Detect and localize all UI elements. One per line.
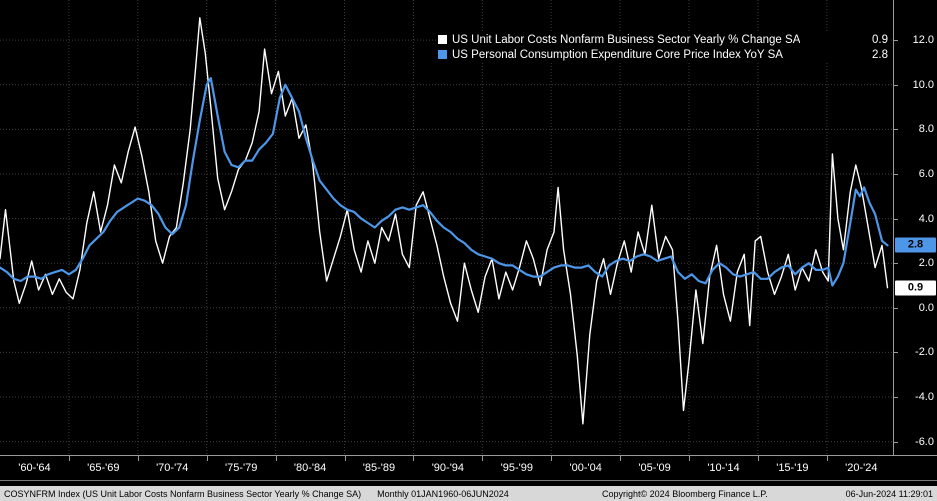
x-axis-tick	[413, 456, 415, 461]
x-axis-label: '15-'19	[776, 462, 809, 474]
y-axis-label: 12.0	[912, 34, 934, 47]
x-axis-label: '65-'69	[87, 462, 120, 474]
x-axis-label: '00-'04	[569, 462, 602, 474]
status-bar: COSYNFRM Index (US Unit Labor Costs Nonf…	[0, 486, 937, 501]
x-axis-label: '95-'99	[500, 462, 533, 474]
y-axis-label: 2.0	[918, 257, 934, 270]
y-axis-label: -6.0	[915, 435, 934, 448]
pce-legend-value: 2.8	[872, 48, 888, 61]
x-axis-tick	[826, 456, 828, 461]
y-axis-tick	[894, 84, 898, 86]
x-axis-label: '05-'09	[638, 462, 671, 474]
y-axis-tick	[894, 441, 898, 443]
x-axis-tick	[757, 456, 759, 461]
y-axis-label: 6.0	[918, 167, 934, 180]
x-axis-label: '75-'79	[224, 462, 258, 474]
y-axis-tick	[894, 173, 898, 175]
x-axis-tick	[551, 456, 553, 461]
y-axis-label: 4.0	[918, 212, 934, 225]
x-axis-tick	[482, 456, 484, 461]
y-axis-tick	[894, 40, 898, 42]
y-axis-label: -2.0	[915, 346, 934, 359]
pce-last-value-badge: 2.8	[895, 237, 936, 253]
chart-plot-area[interactable]	[0, 0, 893, 455]
pce-series-swatch-icon	[438, 50, 447, 59]
status-datetime: 06-Jun-2024 11:29:01	[845, 488, 933, 499]
y-axis-tick	[894, 263, 898, 265]
y-axis-tick	[894, 218, 898, 220]
x-axis-tick	[206, 456, 208, 461]
y-axis-tick	[894, 129, 898, 131]
y-axis-tick	[894, 397, 898, 398]
y-axis: 12.0 10.0 8.0 6.0 4.0 2.0 0.0 -2.0 -4.0 -6.0 2.8 0.…	[893, 0, 937, 455]
legend-row-ulc[interactable]: US Unit Labor Costs Nonfarm Business Sec…	[438, 32, 888, 47]
y-axis-tick	[894, 352, 898, 354]
instrument-description: COSYNFRM Index (US Unit Labor Costs Nonf…	[4, 488, 362, 499]
ulc-legend-label: US Unit Labor Costs Nonfarm Business Sec…	[452, 33, 801, 46]
x-axis-label: '80-'84	[293, 462, 327, 474]
x-axis-tick	[275, 456, 277, 461]
y-axis-label: 0.0	[918, 301, 934, 314]
x-axis-tick	[344, 456, 346, 461]
pce-legend-label: US Personal Consumption Expenditure Core…	[452, 48, 783, 61]
chart-periodicity: Monthly 01JAN1960-06JUN2024	[377, 488, 509, 499]
ulc-series-line	[0, 17, 889, 425]
y-axis-label: 8.0	[918, 123, 934, 136]
x-axis: '60-'64 '65-'69 '70-'74 '75-'79 '80-'84 '85-'…	[0, 455, 937, 481]
x-axis-tick	[68, 456, 70, 461]
y-axis-tick	[894, 307, 898, 309]
legend-row-pce[interactable]: US Personal Consumption Expenditure Core…	[438, 47, 888, 62]
x-axis-label: '10-'14	[707, 462, 740, 474]
ulc-series-swatch-icon	[438, 35, 447, 44]
x-axis-label: '90-'94	[431, 462, 465, 474]
x-axis-label: '60-'64	[18, 462, 51, 474]
y-axis-label: -4.0	[915, 391, 934, 403]
x-axis-tick	[689, 456, 691, 461]
x-axis-label: '70-'74	[156, 462, 189, 474]
x-axis-label: '85-'89	[362, 462, 396, 474]
x-axis-tick	[137, 456, 139, 461]
chart-legend: US Unit Labor Costs Nonfarm Business Sec…	[436, 31, 890, 63]
pce-series-line	[0, 76, 889, 287]
copyright-notice: Copyright© 2024 Bloomberg Finance L.P.	[602, 488, 768, 499]
y-axis-label: 10.0	[912, 78, 934, 91]
ulc-last-value-badge: 0.9	[895, 280, 936, 296]
x-axis-label: '20-'24	[845, 462, 878, 474]
x-axis-tick	[620, 456, 622, 461]
ulc-legend-value: 0.9	[872, 33, 888, 46]
